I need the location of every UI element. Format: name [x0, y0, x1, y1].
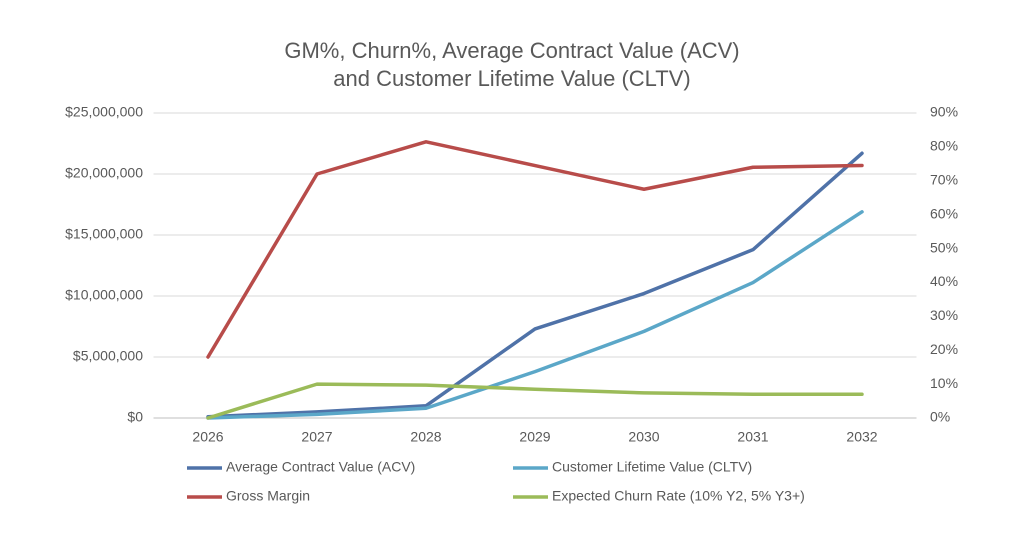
- y-tick-label: $10,000,000: [65, 287, 143, 303]
- y2-tick-label: 90%: [930, 104, 958, 120]
- x-tick-label: 2031: [737, 429, 768, 445]
- y-tick-label: $25,000,000: [65, 104, 143, 120]
- y2-tick-label: 10%: [930, 375, 958, 391]
- series-line: [206, 140, 864, 359]
- series-line: [206, 382, 864, 420]
- y2-tick-label: 80%: [930, 138, 958, 154]
- y2-tick-label: 0%: [930, 409, 950, 425]
- y-tick-label: $20,000,000: [65, 165, 143, 181]
- x-tick-label: 2028: [410, 429, 441, 445]
- legend-label: Average Contract Value (ACV): [226, 459, 415, 475]
- y-tick-label: $0: [127, 409, 143, 425]
- x-tick-label: 2030: [628, 429, 659, 445]
- y2-tick-label: 40%: [930, 273, 958, 289]
- y2-tick-label: 70%: [930, 171, 958, 187]
- y2-tick-label: 30%: [930, 307, 958, 323]
- legend-label: Gross Margin: [226, 488, 310, 504]
- x-tick-label: 2026: [192, 429, 223, 445]
- y-tick-label: $15,000,000: [65, 226, 143, 242]
- x-tick-label: 2032: [846, 429, 877, 445]
- x-tick-label: 2029: [519, 429, 550, 445]
- y2-tick-label: 50%: [930, 239, 958, 255]
- chart-title: GM%, Churn%, Average Contract Value (ACV…: [284, 38, 739, 63]
- chart-title: and Customer Lifetime Value (CLTV): [333, 66, 690, 91]
- legend-label: Expected Churn Rate (10% Y2, 5% Y3+): [552, 488, 805, 504]
- y2-tick-label: 60%: [930, 205, 958, 221]
- series-line: [206, 210, 864, 420]
- x-tick-label: 2027: [301, 429, 332, 445]
- y2-tick-label: 20%: [930, 341, 958, 357]
- legend-label: Customer Lifetime Value (CLTV): [552, 459, 752, 475]
- y-tick-label: $5,000,000: [73, 348, 143, 364]
- series-line: [206, 151, 864, 419]
